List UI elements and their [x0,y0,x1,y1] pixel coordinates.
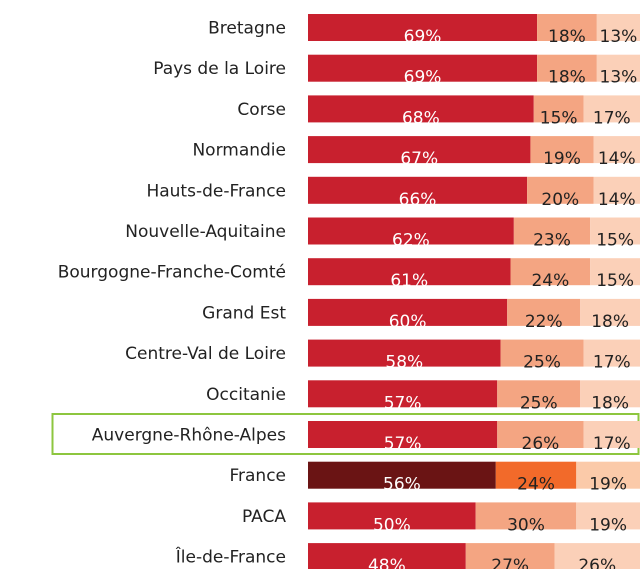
value-label: 69% [404,68,442,88]
category-label: Normandie [192,141,286,161]
bar-segment [527,176,594,204]
bar-segment [583,95,640,123]
bar-segment [593,176,640,204]
value-label: 15% [596,231,634,251]
category-label: PACA [242,507,286,527]
bar-segment [576,461,640,489]
value-label: 50% [373,515,411,535]
bar-segment [596,14,640,41]
bar-segment [530,136,594,164]
bar-segment [308,502,476,530]
value-label: 61% [390,271,428,291]
value-label: 19% [543,149,581,169]
bar-segment [554,543,640,569]
category-label: Bretagne [208,19,286,39]
value-label: 23% [533,231,571,251]
category-label: Bourgogne-Franche-Comté [58,263,286,283]
value-label: 13% [600,68,638,88]
bar-segment [308,54,538,82]
bar-segment [308,176,528,204]
value-label: 66% [399,190,437,210]
value-label: 25% [520,393,558,413]
bar-segment [576,502,640,530]
value-label: 19% [589,515,627,535]
value-label: 68% [402,108,440,128]
bar-segment [475,502,577,530]
category-label: France [229,466,286,486]
category-label: Centre-Val de Loire [125,344,286,364]
value-label: 20% [541,190,579,210]
bar-segment [308,298,508,326]
category-label: Pays de la Loire [153,59,286,79]
bar-segment [593,136,640,164]
value-label: 26% [522,434,560,454]
bar-segment [497,421,584,448]
value-label: 69% [404,27,442,47]
bar-segment [465,543,555,569]
value-label: 27% [491,556,529,569]
bar-segment [596,54,640,82]
value-label: 26% [578,556,616,569]
category-label: Auvergne-Rhône-Alpes [92,426,286,446]
value-label: 24% [531,271,569,291]
bar-segment [537,14,597,41]
value-label: 58% [385,353,423,373]
value-label: 56% [383,475,421,495]
bar-segment [308,339,501,367]
bar-segment [308,258,511,286]
bar-segment [510,258,591,286]
value-label: 15% [596,271,634,291]
value-label: 57% [384,393,422,413]
bar-segment [583,421,640,448]
value-label: 67% [400,149,438,169]
bar-segment [507,298,581,326]
value-label: 15% [540,108,578,128]
bar-segment [497,380,581,408]
bar-segment [308,543,466,569]
bar-segment [580,380,640,408]
bar-segment [583,339,640,367]
bar-segment [308,217,514,245]
value-label: 17% [593,353,631,373]
bar-segment [533,95,584,123]
category-label: Nouvelle-Aquitaine [125,222,286,242]
value-label: 60% [389,312,427,332]
bar-segment [308,14,538,41]
category-label: Occitanie [206,385,286,405]
bar-segment [500,339,584,367]
value-label: 62% [392,231,430,251]
value-label: 19% [589,475,627,495]
bar-segment [308,421,498,448]
value-label: 57% [384,434,422,454]
value-label: 24% [517,475,555,495]
category-label: Corse [237,100,286,120]
bar-segment [537,54,597,82]
value-label: 30% [507,515,545,535]
bar-segment [308,136,531,164]
category-label: Île-de-France [175,546,286,568]
value-label: 22% [525,312,563,332]
value-label: 13% [600,27,638,47]
value-label: 14% [598,190,636,210]
value-label: 18% [591,312,629,332]
bar-segment [580,298,640,326]
bar-segment [308,380,498,408]
value-label: 18% [548,68,586,88]
category-label: Grand Est [202,303,286,323]
category-label: Hauts-de-France [146,181,286,201]
bar-segment [495,461,577,489]
bar-segment [590,258,640,286]
bar-segment [590,217,640,245]
value-label: 18% [591,393,629,413]
bar-segment [308,95,534,123]
value-label: 17% [593,108,631,128]
bar-segment [513,217,591,245]
value-label: 48% [368,556,406,569]
value-label: 25% [523,353,561,373]
value-label: 14% [598,149,636,169]
value-label: 18% [548,27,586,47]
bar-segment [308,461,496,489]
value-label: 17% [593,434,631,454]
